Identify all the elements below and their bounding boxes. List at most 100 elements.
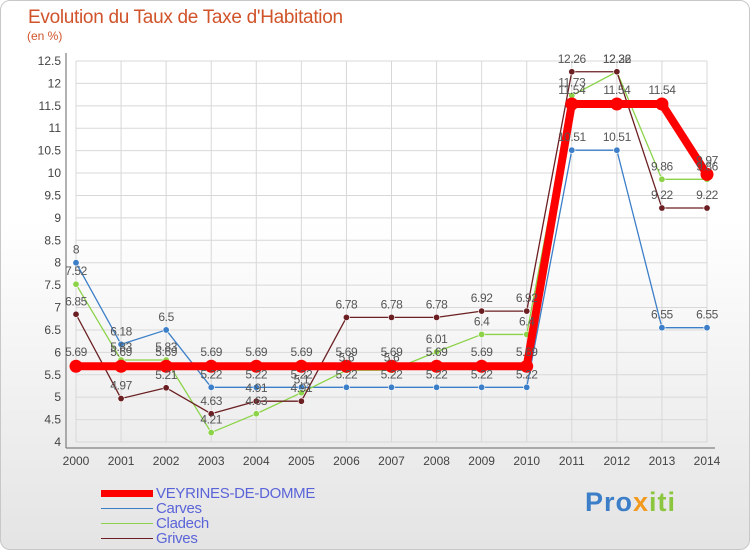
x-tick-label: 2002: [153, 454, 180, 468]
legend-label-grives: Grives: [156, 530, 198, 547]
data-point-0: [430, 359, 444, 373]
data-label-1: 5.22: [426, 367, 448, 381]
data-label-2: 9.86: [696, 159, 718, 173]
data-label-1: 6.55: [696, 308, 718, 322]
y-tick-label: 5.5: [44, 368, 61, 382]
y-tick-label: 4.5: [44, 413, 61, 427]
data-label-1: 5.22: [245, 367, 267, 381]
data-point-0: [69, 359, 83, 373]
data-point-0: [700, 167, 714, 181]
data-point-2: [297, 389, 305, 397]
data-label-3: 12.32: [603, 52, 632, 66]
data-point-3: [207, 410, 215, 418]
data-label-0: 5.69: [245, 345, 267, 359]
y-tick-label: 8.5: [44, 233, 61, 247]
data-label-3: 4.91: [245, 381, 267, 395]
data-point-0: [339, 359, 353, 373]
legend-swatch-carves: [101, 508, 153, 509]
data-point-3: [433, 313, 441, 321]
legend-item-grives: Grives: [101, 530, 361, 547]
x-tick-label: 2011: [559, 454, 585, 468]
data-label-3: 6.78: [336, 297, 358, 311]
x-tick-label: 2005: [288, 454, 315, 468]
data-label-2: 5.6: [339, 350, 355, 364]
legend-item-cladech: Cladech: [101, 515, 361, 532]
data-label-2: 4.21: [200, 413, 222, 427]
y-tick-label: 6: [54, 345, 61, 359]
data-label-0: 5.69: [471, 345, 493, 359]
data-label-2: 6.01: [426, 332, 448, 346]
data-label-3: 6.85: [65, 294, 87, 308]
data-point-3: [658, 204, 666, 212]
data-label-0: 5.69: [110, 345, 132, 359]
y-tick-label: 12.5: [38, 54, 62, 68]
legend-label-cladech: Cladech: [156, 515, 209, 532]
data-point-0: [249, 359, 263, 373]
data-label-2: 5.83: [110, 340, 132, 354]
y-tick-label: 10.5: [38, 144, 62, 158]
data-label-1: 5.22: [290, 367, 312, 381]
legend-swatch-veyrines: [101, 490, 153, 497]
data-label-3: 4.91: [290, 381, 312, 395]
data-point-2: [478, 330, 486, 338]
x-tick-label: 2012: [604, 454, 631, 468]
data-point-1: [72, 259, 80, 267]
y-tick-label: 11.5: [39, 99, 62, 113]
data-point-0: [294, 359, 308, 373]
x-tick-label: 2014: [694, 454, 721, 468]
x-tick-label: 2006: [333, 454, 360, 468]
data-label-2: 5.1: [294, 373, 310, 387]
x-tick-label: 2008: [423, 454, 450, 468]
data-point-2: [72, 280, 80, 288]
data-point-3: [252, 397, 260, 405]
legend-swatch-cladech: [101, 523, 153, 524]
data-label-0: 9.97: [696, 153, 718, 167]
data-point-3: [117, 395, 125, 403]
data-label-1: 10.51: [558, 130, 587, 144]
y-tick-label: 12: [48, 76, 62, 90]
y-tick-label: 4: [54, 435, 61, 449]
data-label-0: 5.69: [200, 345, 222, 359]
proxiti-logo: Proxiti: [585, 487, 677, 517]
data-point-3: [342, 313, 350, 321]
data-point-0: [385, 359, 398, 373]
data-label-2: 6.4: [474, 314, 490, 328]
data-label-1: 6.5: [158, 310, 174, 324]
unit-label: (en %): [27, 29, 63, 43]
data-point-1: [523, 383, 531, 391]
data-point-1: [162, 326, 170, 334]
data-point-2: [433, 348, 441, 356]
data-point-1: [703, 324, 711, 332]
data-point-3: [387, 313, 395, 321]
series: [69, 68, 714, 437]
legend-item-veyrines: VEYRINES-DE-DOMME: [101, 485, 361, 502]
data-point-1: [478, 383, 486, 391]
data-label-2: 11.73: [558, 76, 586, 90]
legend-swatch-grives: [101, 538, 153, 539]
y-tick-label: 10: [48, 166, 62, 180]
data-point-1: [613, 146, 621, 154]
data-point-0: [520, 359, 534, 373]
data-label-1: 5.22: [471, 367, 493, 381]
data-label-0: 5.69: [516, 345, 538, 359]
data-label-2: 12.26: [603, 52, 632, 66]
data-point-3: [297, 397, 305, 405]
data-label-3: 6.92: [471, 291, 493, 305]
data-label-3: 6.78: [381, 297, 403, 311]
data-point-0: [610, 97, 624, 111]
data-label-3: 9.22: [651, 188, 673, 202]
legend-label-veyrines: VEYRINES-DE-DOMME: [156, 485, 316, 502]
y-tick-label: 7: [54, 301, 61, 315]
data-point-3: [478, 307, 486, 315]
legend-item-carves: Carves: [101, 500, 361, 517]
data-label-1: 8: [73, 243, 80, 257]
y-tick-label: 6.5: [44, 323, 61, 337]
data-point-3: [523, 307, 531, 315]
y-tick-label: 5: [54, 390, 61, 404]
data-label-3: 12.26: [558, 52, 587, 66]
x-tick-label: 2010: [513, 454, 540, 468]
data-point-2: [658, 175, 666, 183]
data-labels: 5.69 5.69 5.69 5.69 5.69 5.69 5.69 5.69 5.69 5.69…: [65, 52, 719, 427]
y-tick-label: 7.5: [44, 278, 61, 292]
data-label-0: 5.69: [381, 345, 403, 359]
